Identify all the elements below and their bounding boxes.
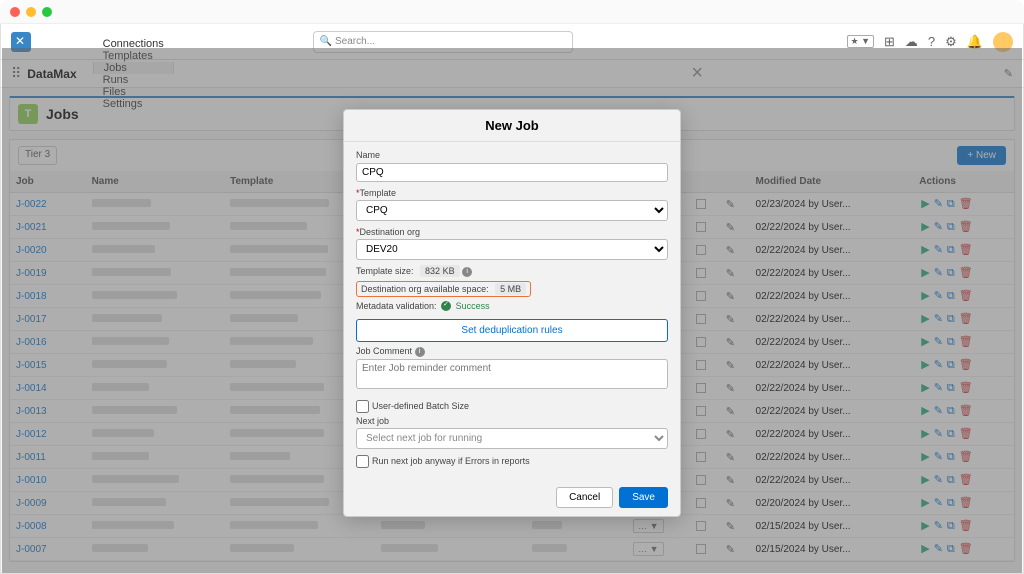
template-size-row: Template size: 832 KB i xyxy=(356,266,668,277)
info-icon[interactable]: i xyxy=(462,267,472,277)
template-select[interactable]: CPQ xyxy=(356,200,668,221)
batch-size-checkbox[interactable] xyxy=(356,400,369,413)
metadata-validation-row: Metadata validation: Success xyxy=(356,301,668,312)
favorites-menu[interactable]: ★ ▼ xyxy=(847,35,874,48)
dest-org-label: Destination org xyxy=(356,227,668,237)
template-label: Template xyxy=(356,188,668,198)
next-job-label: Next job xyxy=(356,416,668,426)
new-job-modal: New Job Name Template CPQ Destination or… xyxy=(343,109,681,517)
maximize-window-dot[interactable] xyxy=(42,7,52,17)
close-window-dot[interactable] xyxy=(10,7,20,17)
comment-textarea[interactable] xyxy=(356,359,668,389)
success-icon xyxy=(441,301,451,311)
name-label: Name xyxy=(356,150,668,160)
next-job-select[interactable]: Select next job for running xyxy=(356,428,668,449)
minimize-window-dot[interactable] xyxy=(26,7,36,17)
available-space-highlight: Destination org available space: 5 MB xyxy=(356,281,531,297)
run-anyway-checkbox[interactable] xyxy=(356,455,369,468)
modal-title: New Job xyxy=(344,110,680,142)
name-input[interactable] xyxy=(356,163,668,182)
dest-org-select[interactable]: DEV20 xyxy=(356,239,668,260)
dedup-rules-button[interactable]: Set deduplication rules xyxy=(356,319,668,342)
comment-label: Job Comment i xyxy=(356,346,668,357)
cancel-button[interactable]: Cancel xyxy=(556,487,613,508)
save-button[interactable]: Save xyxy=(619,487,668,508)
info-icon[interactable]: i xyxy=(415,347,425,357)
browser-chrome xyxy=(0,0,1024,24)
help-icon[interactable]: ? xyxy=(928,34,935,49)
